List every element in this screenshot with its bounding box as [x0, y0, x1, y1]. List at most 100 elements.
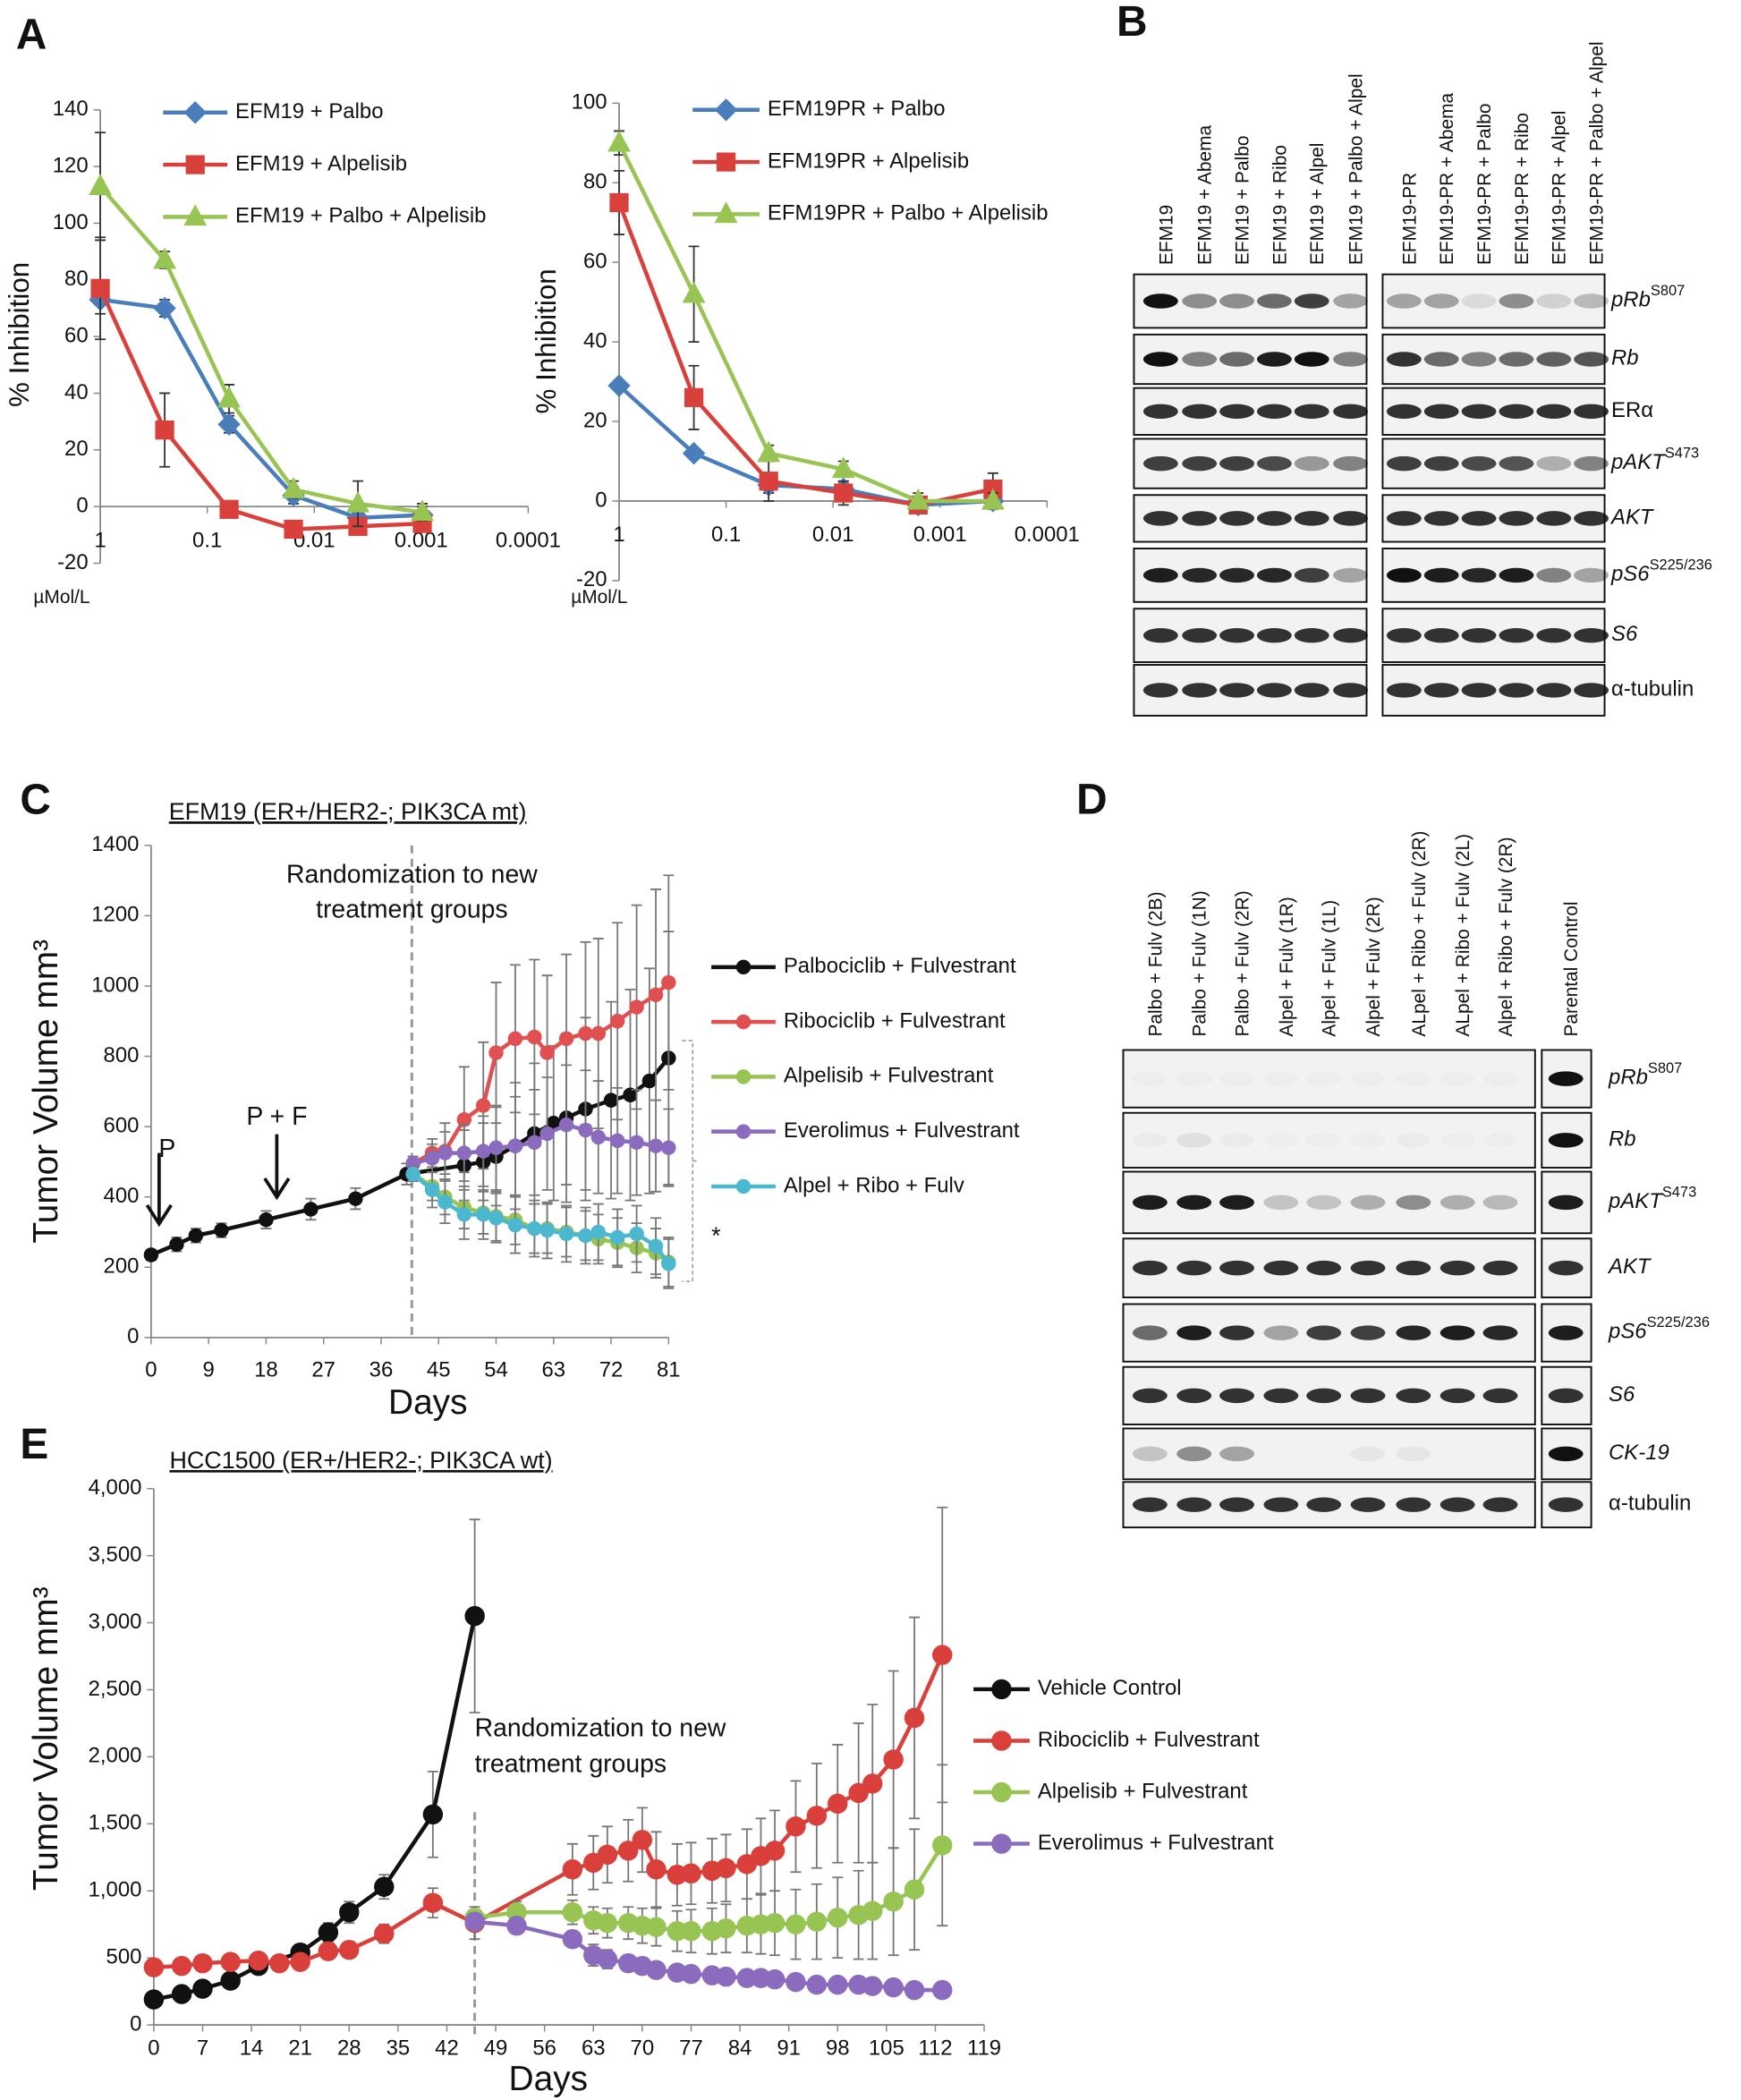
series-line	[99, 297, 423, 521]
marker	[153, 296, 176, 320]
x-tick-label: 0.1	[192, 528, 222, 552]
marker	[609, 1014, 625, 1029]
legend-label: EFM19 + Alpelisib	[235, 151, 407, 175]
blot-band	[1536, 627, 1572, 643]
blot-band	[1536, 455, 1572, 472]
lane-label: EFM19-PR	[1399, 173, 1420, 265]
blot-band	[1350, 1446, 1386, 1462]
marker	[488, 1211, 504, 1226]
legend-label: EFM19PR + Palbo	[768, 97, 946, 121]
y-tick-label: 4,000	[89, 1475, 142, 1500]
marker	[764, 1841, 786, 1861]
marker	[883, 1977, 904, 1998]
marker	[155, 421, 174, 440]
row-label: S6	[1611, 622, 1638, 646]
blot-band	[1461, 293, 1497, 309]
marker	[735, 1014, 752, 1030]
marker	[786, 1914, 806, 1934]
blot-band	[1548, 1260, 1584, 1276]
y-tick-label: 2,000	[89, 1744, 142, 1768]
marker	[607, 130, 631, 152]
legend-label: Alpelisib + Fulvestrant	[1038, 1779, 1248, 1803]
blot-band	[1548, 1446, 1584, 1462]
row-label: AKT	[1607, 1254, 1652, 1279]
y-tick-label: 3,500	[89, 1543, 142, 1567]
blot-band	[1132, 1195, 1168, 1211]
y-tick-label: 200	[104, 1254, 140, 1279]
marker	[220, 1951, 241, 1972]
y-tick-label: -20	[576, 567, 607, 591]
blot-band	[1461, 455, 1497, 472]
y-tick-label: -20	[57, 550, 89, 574]
y-tick-label: 3,000	[89, 1610, 142, 1634]
blot-band	[1350, 1260, 1386, 1276]
marker	[169, 1237, 184, 1252]
blot-band	[1182, 455, 1218, 472]
marker	[648, 987, 664, 1003]
marker	[716, 1917, 736, 1939]
y-tick-label: 60	[583, 249, 607, 273]
x-tick-label: 7	[197, 2036, 208, 2060]
blot-band	[1176, 1071, 1211, 1085]
y-tick-label: 1000	[91, 973, 139, 997]
marker	[607, 374, 631, 397]
blot-band	[1440, 1497, 1475, 1512]
marker	[629, 1135, 644, 1151]
marker	[862, 1900, 883, 1921]
blot-band	[1333, 567, 1368, 583]
row-label-sup: S807	[1648, 1061, 1682, 1077]
marker	[437, 1195, 453, 1210]
lane-label: EFM19 + Abema	[1195, 124, 1216, 265]
marker	[828, 1974, 848, 1995]
marker	[716, 1966, 736, 1987]
lane-label: EFM19-PR + Alpel	[1550, 111, 1570, 266]
lane-label: Alpel + Fulv (1L)	[1320, 900, 1340, 1037]
row-label: α-tubulin	[1611, 677, 1694, 701]
marker	[904, 1707, 925, 1729]
legend-label: EFM19 + Palbo	[235, 99, 383, 123]
blot-band	[1548, 1133, 1584, 1148]
marker	[346, 490, 369, 513]
x-axis-label: Days	[388, 1383, 468, 1422]
marker	[558, 1226, 574, 1242]
blot-band	[1482, 1260, 1518, 1276]
marker	[682, 281, 706, 303]
marker	[632, 1830, 653, 1850]
marker	[284, 519, 303, 540]
blot-band	[1182, 404, 1218, 420]
marker	[456, 1145, 472, 1161]
marker	[562, 1928, 583, 1950]
blot-band	[1350, 1195, 1386, 1211]
marker	[757, 440, 781, 463]
blot-band	[1182, 567, 1218, 583]
marker	[527, 1220, 542, 1237]
blot-band	[1219, 1195, 1254, 1211]
panel-label: E	[20, 1421, 48, 1468]
marker	[681, 1920, 701, 1942]
marker	[476, 1098, 491, 1113]
x-tick-label: 0.0001	[496, 528, 561, 552]
blot-band	[1263, 1260, 1299, 1276]
marker	[422, 1804, 444, 1825]
blot-band	[1219, 1497, 1254, 1512]
blot-band	[1548, 1071, 1584, 1086]
marker	[991, 1679, 1012, 1700]
blot-band	[1132, 1446, 1168, 1462]
blot-band	[1536, 567, 1572, 583]
y-tick-label: 2,500	[89, 1677, 142, 1701]
y-tick-label: 0	[127, 1324, 139, 1348]
blot-band	[1574, 293, 1609, 309]
blot-band	[1256, 683, 1292, 698]
x-tick-label: 0	[148, 2036, 159, 2060]
lane-label: EFM19-PR + Abema	[1437, 92, 1457, 265]
blot-band	[1263, 1388, 1299, 1404]
x-tick-label: 0.01	[812, 523, 854, 547]
marker	[488, 1045, 504, 1060]
y-tick-label: 1,500	[89, 1811, 142, 1835]
annotation: Randomization to new	[475, 1713, 726, 1742]
row-label: pRbS807	[1608, 1061, 1682, 1090]
y-tick-label: 1400	[91, 832, 139, 856]
marker	[539, 1126, 555, 1142]
blot-band	[1351, 1133, 1386, 1147]
blot-band	[1256, 404, 1292, 420]
